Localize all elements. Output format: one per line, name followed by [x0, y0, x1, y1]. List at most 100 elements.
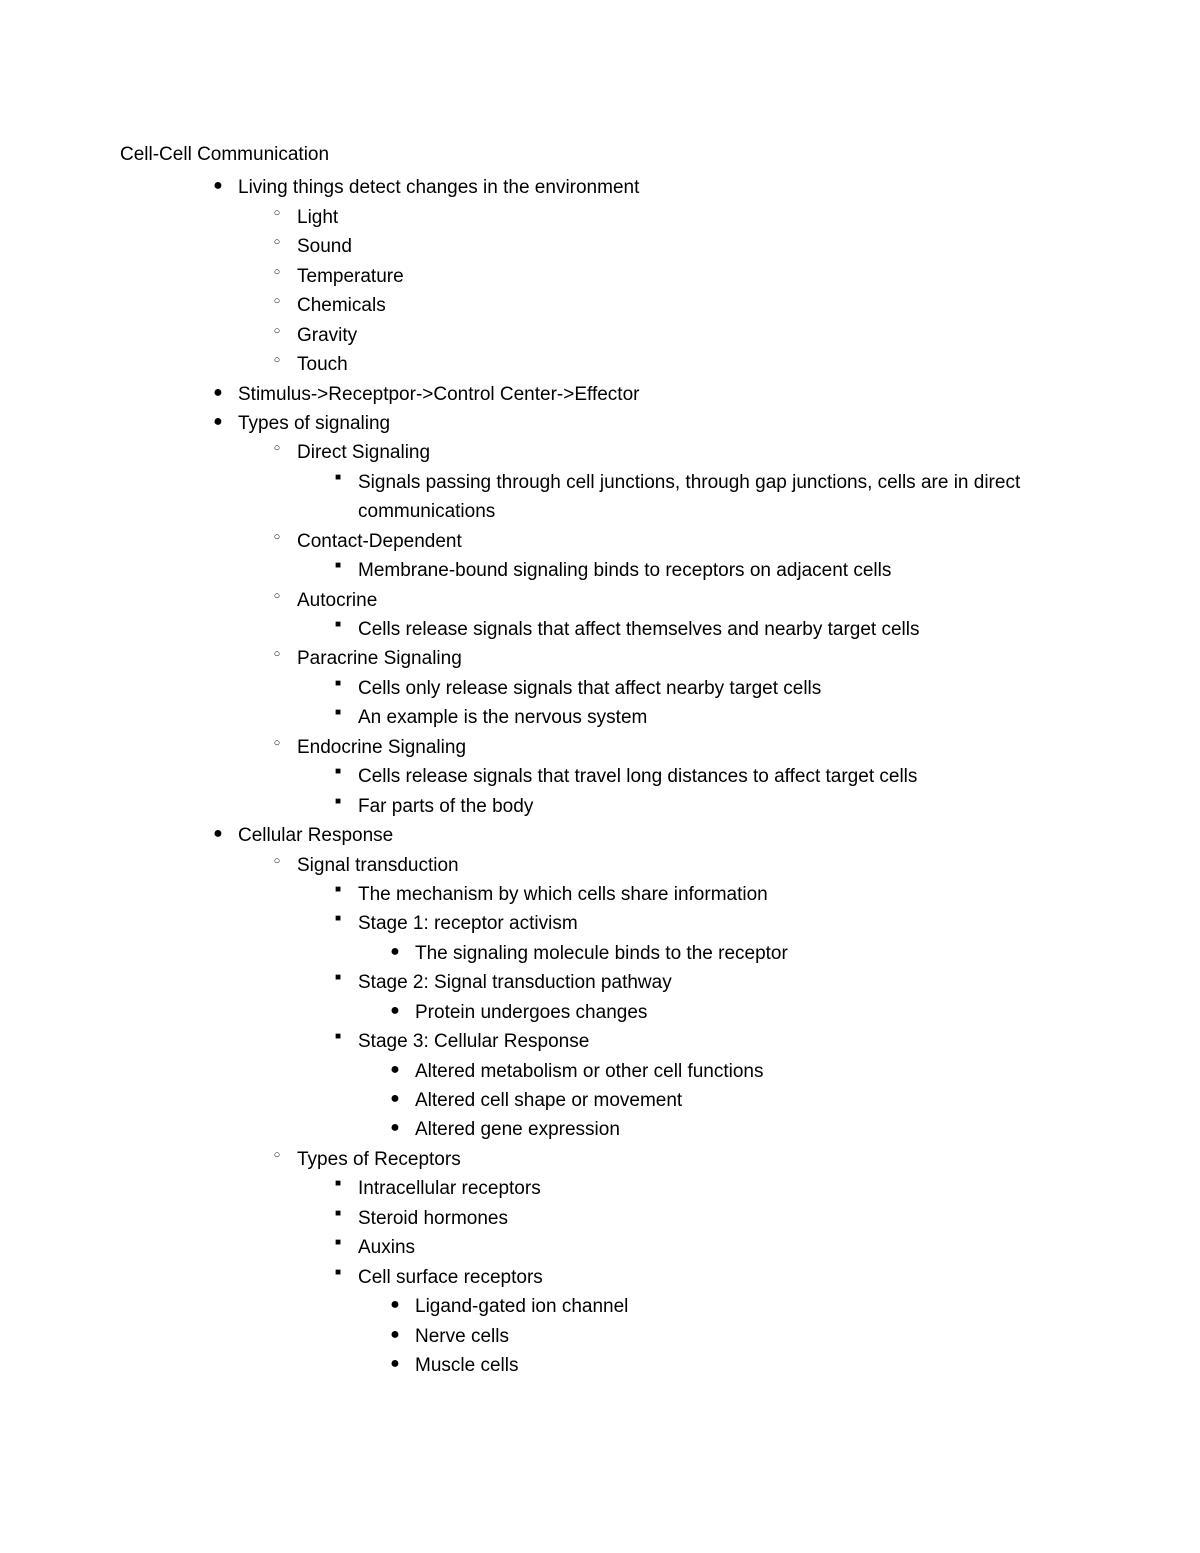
- outline-item: ■Cells only release signals that affect …: [120, 674, 1080, 703]
- outline-item-text: Paracrine Signaling: [297, 644, 1080, 673]
- outline-item-text: Stimulus->Receptpor->Control Center->Eff…: [238, 380, 1080, 409]
- bullet-icon: ○: [257, 205, 297, 222]
- bullet-icon: ○: [257, 646, 297, 663]
- bullet-icon: ■: [318, 617, 358, 633]
- outline-item-text: Sound: [297, 232, 1080, 261]
- outline-item-text: Stage 1: receptor activism: [358, 909, 1080, 938]
- outline-item: ○Direct Signaling: [120, 438, 1080, 467]
- outline-item-text: Autocrine: [297, 586, 1080, 615]
- bullet-icon: ○: [257, 264, 297, 281]
- outline-item-text: Altered cell shape or movement: [415, 1086, 1080, 1115]
- bullet-icon: ○: [257, 323, 297, 340]
- outline-item-text: Steroid hormones: [358, 1204, 1080, 1233]
- bullet-icon: ○: [257, 529, 297, 546]
- outline-item: ○Signal transduction: [120, 851, 1080, 880]
- outline-item-text: Direct Signaling: [297, 438, 1080, 467]
- outline-item: ■Signals passing through cell junctions,…: [120, 468, 1080, 527]
- outline-list-level-1: ●Living things detect changes in the env…: [120, 173, 1080, 1380]
- outline-item: ○Temperature: [120, 262, 1080, 291]
- outline-item-text: Cells release signals that affect themse…: [358, 615, 1080, 644]
- outline-item-text: Nerve cells: [415, 1322, 1080, 1351]
- bullet-icon: ●: [375, 999, 415, 1024]
- outline-item-text: Endocrine Signaling: [297, 733, 1080, 762]
- outline-item-text: Signal transduction: [297, 851, 1080, 880]
- outline-list-level-4: ●Ligand-gated ion channel●Nerve cells●Mu…: [120, 1292, 1080, 1380]
- outline-item: ○Contact-Dependent: [120, 527, 1080, 556]
- bullet-icon: ●: [375, 1323, 415, 1348]
- outline-item-text: Cellular Response: [238, 821, 1080, 850]
- bullet-icon: ■: [318, 794, 358, 810]
- outline-item-text: The mechanism by which cells share infor…: [358, 880, 1080, 909]
- outline-item-text: Gravity: [297, 321, 1080, 350]
- outline-item: ■Cells release signals that affect thems…: [120, 615, 1080, 644]
- outline-item-text: Contact-Dependent: [297, 527, 1080, 556]
- bullet-icon: ○: [257, 440, 297, 457]
- bullet-icon: ●: [198, 174, 238, 199]
- bullet-icon: ●: [375, 940, 415, 965]
- outline-item-text: An example is the nervous system: [358, 703, 1080, 732]
- bullet-icon: ●: [198, 381, 238, 406]
- outline-list-level-3: ■Cells only release signals that affect …: [120, 674, 1080, 733]
- outline-item-text: Cells release signals that travel long d…: [358, 762, 1080, 791]
- outline-item-text: Intracellular receptors: [358, 1174, 1080, 1203]
- outline-item-text: Touch: [297, 350, 1080, 379]
- outline-item: ■An example is the nervous system: [120, 703, 1080, 732]
- bullet-icon: ●: [375, 1058, 415, 1083]
- outline-item-text: Stage 3: Cellular Response: [358, 1027, 1080, 1056]
- outline-list-level-2: ○Direct Signaling■Signals passing throug…: [120, 438, 1080, 821]
- outline-list-level-3: ■The mechanism by which cells share info…: [120, 880, 1080, 1145]
- outline-item-text: Temperature: [297, 262, 1080, 291]
- outline-list-level-2: ○Light○Sound○Temperature○Chemicals○Gravi…: [120, 203, 1080, 380]
- bullet-icon: ●: [375, 1116, 415, 1141]
- bullet-icon: ●: [375, 1087, 415, 1112]
- outline-item-text: Auxins: [358, 1233, 1080, 1262]
- outline-item-text: The signaling molecule binds to the rece…: [415, 939, 1080, 968]
- bullet-icon: ○: [257, 735, 297, 752]
- outline-root: ●Living things detect changes in the env…: [120, 173, 1080, 1380]
- bullet-icon: ●: [198, 822, 238, 847]
- bullet-icon: ■: [318, 470, 358, 486]
- outline-item-text: Altered metabolism or other cell functio…: [415, 1057, 1080, 1086]
- bullet-icon: ○: [257, 1147, 297, 1164]
- bullet-icon: ■: [318, 558, 358, 574]
- outline-item-text: Protein undergoes changes: [415, 998, 1080, 1027]
- outline-item: ■Cells release signals that travel long …: [120, 762, 1080, 791]
- outline-item: ■Steroid hormones: [120, 1204, 1080, 1233]
- outline-item: ■Stage 2: Signal transduction pathway: [120, 968, 1080, 997]
- bullet-icon: ■: [318, 882, 358, 898]
- bullet-icon: ■: [318, 911, 358, 927]
- outline-item: ■Intracellular receptors: [120, 1174, 1080, 1203]
- outline-item: ●Living things detect changes in the env…: [120, 173, 1080, 202]
- outline-item-text: Light: [297, 203, 1080, 232]
- outline-item-text: Far parts of the body: [358, 792, 1080, 821]
- bullet-icon: ■: [318, 1235, 358, 1251]
- outline-item-text: Muscle cells: [415, 1351, 1080, 1380]
- outline-list-level-3: ■Cells release signals that affect thems…: [120, 615, 1080, 644]
- outline-list-level-4: ●The signaling molecule binds to the rec…: [120, 939, 1080, 968]
- outline-list-level-4: ●Altered metabolism or other cell functi…: [120, 1057, 1080, 1145]
- outline-list-level-2: ○Signal transduction■The mechanism by wh…: [120, 851, 1080, 1381]
- bullet-icon: ○: [257, 352, 297, 369]
- outline-item-text: Altered gene expression: [415, 1115, 1080, 1144]
- bullet-icon: ■: [318, 1029, 358, 1045]
- bullet-icon: ○: [257, 588, 297, 605]
- outline-item: ■Cell surface receptors: [120, 1263, 1080, 1292]
- bullet-icon: ■: [318, 1176, 358, 1192]
- outline-item: ○Endocrine Signaling: [120, 733, 1080, 762]
- document-page: Cell-Cell Communication ●Living things d…: [0, 0, 1200, 1380]
- outline-item: ■Stage 1: receptor activism: [120, 909, 1080, 938]
- outline-item: ■Stage 3: Cellular Response: [120, 1027, 1080, 1056]
- outline-item-text: Ligand-gated ion channel: [415, 1292, 1080, 1321]
- bullet-icon: ●: [375, 1293, 415, 1318]
- outline-item: ○Paracrine Signaling: [120, 644, 1080, 673]
- outline-list-level-3: ■Intracellular receptors■Steroid hormone…: [120, 1174, 1080, 1380]
- outline-item: ●Altered metabolism or other cell functi…: [120, 1057, 1080, 1086]
- outline-item: ●Stimulus->Receptpor->Control Center->Ef…: [120, 380, 1080, 409]
- outline-list-level-3: ■Signals passing through cell junctions,…: [120, 468, 1080, 527]
- outline-item-text: Types of signaling: [238, 409, 1080, 438]
- outline-item: ●Types of signaling: [120, 409, 1080, 438]
- bullet-icon: ○: [257, 853, 297, 870]
- outline-item: ●Ligand-gated ion channel: [120, 1292, 1080, 1321]
- outline-item: ○Touch: [120, 350, 1080, 379]
- outline-item: ○Chemicals: [120, 291, 1080, 320]
